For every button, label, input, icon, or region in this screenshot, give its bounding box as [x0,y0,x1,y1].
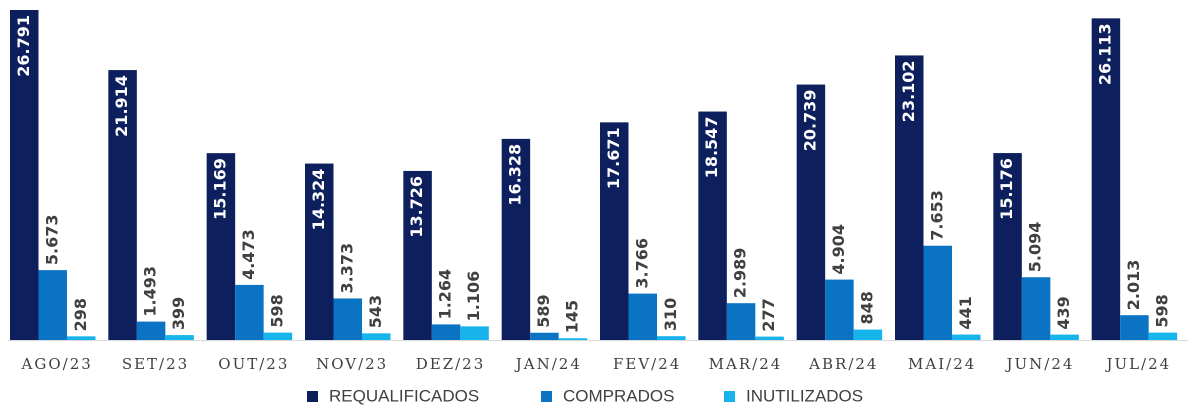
x-tick-label: DEZ/23 [416,355,486,373]
bar [923,245,952,340]
value-label: 145 [562,300,581,333]
value-label: 14.324 [309,169,328,231]
bar [657,336,686,340]
value-label: 310 [661,298,680,331]
value-label: 13.726 [407,176,426,238]
x-tick-label: FEV/24 [613,355,681,373]
bar [755,336,784,340]
bar [558,338,588,340]
value-label: 17.671 [604,127,623,189]
value-label: 298 [71,298,90,331]
bar [726,303,756,340]
x-tick-label: JUL/24 [1104,355,1171,373]
bar [895,55,924,340]
bar [38,270,67,340]
bar [698,111,727,340]
bar [165,335,194,340]
bar [362,333,391,340]
value-label: 21.914 [112,75,131,137]
bar [235,284,264,340]
bar [1120,315,1149,340]
bar [263,332,293,340]
bar [853,329,883,340]
bar [67,336,96,340]
value-label: 598 [1152,294,1171,327]
bar [333,298,362,340]
x-tick-label: NOV/23 [316,355,388,373]
bar [431,324,461,340]
value-label: 4.904 [829,224,848,275]
bar [108,70,137,340]
bar [825,279,854,340]
value-label: 18.547 [702,117,721,179]
value-label: 7.653 [927,190,946,241]
bar [628,293,657,340]
value-label: 5.673 [42,215,61,266]
x-tick-label: JUN/24 [1005,355,1075,373]
value-label: 848 [857,291,876,324]
value-label: 439 [1054,296,1073,329]
x-tick-label: AGO/23 [21,355,93,373]
bar [952,334,981,340]
bar [1021,277,1051,340]
legend-swatch [307,391,318,402]
x-tick-label: ABR/24 [808,355,878,373]
bar [1148,332,1178,340]
x-tick-label: MAR/24 [709,355,783,373]
x-tick-label: SET/23 [122,355,189,373]
x-tick-label: JAN/24 [514,355,582,373]
bar [530,332,559,340]
bar [403,170,432,340]
value-label: 15.176 [997,158,1016,220]
value-label: 2.013 [1124,260,1143,311]
bar [796,84,826,340]
legend-label: INUTILIZADOS [746,386,863,405]
value-label: 399 [169,297,188,330]
bar [460,326,489,340]
value-label: 15.169 [210,158,229,220]
value-label: 26.113 [1095,23,1114,85]
value-label: 5.094 [1026,222,1045,273]
bar [305,163,334,340]
value-label: 2.989 [731,248,750,299]
bar [501,138,531,340]
value-label: 3.766 [632,238,651,289]
bar [1050,334,1079,340]
x-tick-label: OUT/23 [218,355,289,373]
value-label: 26.791 [14,15,33,77]
legend-swatch [724,391,735,402]
value-label: 598 [267,294,286,327]
value-label: 1.493 [141,266,160,317]
bar [136,321,166,340]
bar [993,153,1022,340]
value-label: 4.473 [239,229,258,280]
value-label: 23.102 [899,60,918,122]
bar [10,10,39,340]
value-label: 16.328 [505,144,524,206]
value-label: 3.373 [337,243,356,294]
legend-label: COMPRADOS [563,386,674,405]
value-label: 589 [534,294,553,327]
x-tick-label: MAI/24 [908,355,976,373]
value-label: 1.106 [464,271,483,322]
value-label: 441 [956,296,975,329]
legend-label: REQUALIFICADOS [329,386,479,405]
value-label: 1.264 [436,269,455,320]
value-label: 543 [366,295,385,328]
bar [600,122,629,340]
legend-swatch [541,391,552,402]
value-label: 277 [759,298,778,331]
value-label: 20.739 [800,90,819,152]
bar [206,153,236,340]
bar [1091,18,1121,340]
